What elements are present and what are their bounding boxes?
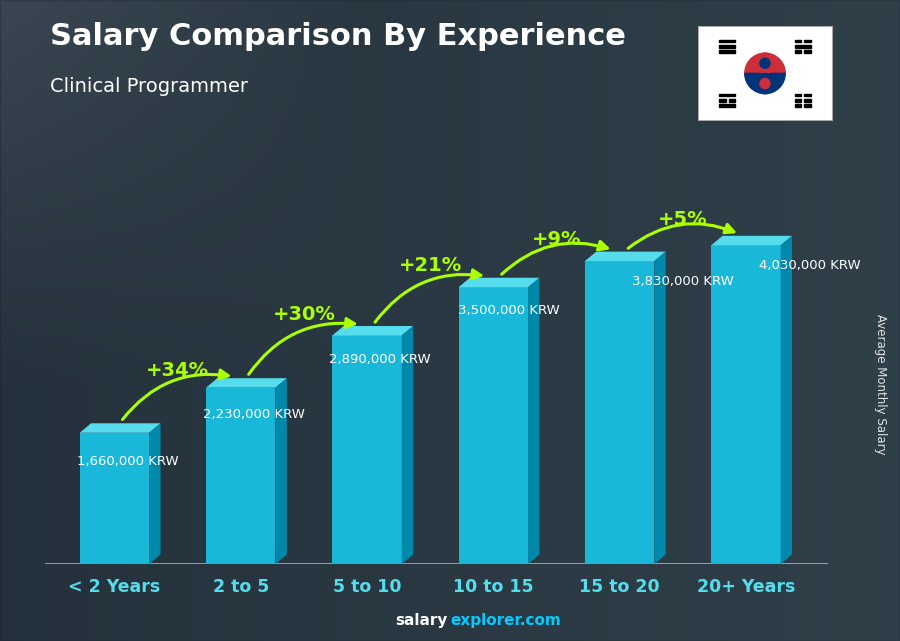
- Bar: [585, 261, 654, 564]
- Circle shape: [755, 53, 775, 73]
- Polygon shape: [459, 278, 539, 287]
- Bar: [795, 40, 801, 42]
- Text: 3,500,000 KRW: 3,500,000 KRW: [458, 304, 560, 317]
- Circle shape: [760, 78, 770, 88]
- Bar: [719, 40, 735, 42]
- Wedge shape: [745, 73, 785, 94]
- Text: +9%: +9%: [532, 230, 581, 249]
- Bar: [719, 45, 735, 48]
- Bar: [711, 246, 780, 564]
- Polygon shape: [711, 236, 792, 246]
- Bar: [795, 104, 801, 107]
- Bar: [795, 99, 801, 102]
- Bar: [805, 50, 811, 53]
- Text: +5%: +5%: [658, 210, 707, 229]
- Bar: [795, 45, 811, 48]
- Circle shape: [755, 73, 775, 94]
- Wedge shape: [745, 53, 785, 73]
- Polygon shape: [80, 423, 160, 433]
- Circle shape: [760, 58, 770, 69]
- Bar: [805, 40, 811, 42]
- Text: +21%: +21%: [399, 256, 462, 274]
- Text: 2,890,000 KRW: 2,890,000 KRW: [329, 353, 431, 367]
- Polygon shape: [654, 252, 666, 564]
- Polygon shape: [401, 326, 413, 564]
- Text: 4,030,000 KRW: 4,030,000 KRW: [759, 258, 860, 272]
- Text: 2,230,000 KRW: 2,230,000 KRW: [202, 408, 305, 421]
- Text: 1,660,000 KRW: 1,660,000 KRW: [76, 454, 178, 468]
- Text: Salary Comparison By Experience: Salary Comparison By Experience: [50, 22, 625, 51]
- Polygon shape: [275, 378, 287, 564]
- Bar: [719, 94, 735, 97]
- Bar: [719, 50, 735, 53]
- Bar: [80, 433, 149, 564]
- Bar: [805, 99, 811, 102]
- Bar: [206, 388, 275, 564]
- Bar: [795, 94, 801, 97]
- Text: Average Monthly Salary: Average Monthly Salary: [874, 314, 886, 455]
- Bar: [719, 104, 735, 107]
- Text: Clinical Programmer: Clinical Programmer: [50, 77, 248, 96]
- Polygon shape: [149, 423, 160, 564]
- Bar: [459, 287, 528, 564]
- Text: salary: salary: [395, 613, 447, 628]
- Polygon shape: [528, 278, 539, 564]
- Text: +30%: +30%: [273, 305, 336, 324]
- Polygon shape: [206, 378, 287, 388]
- Polygon shape: [780, 236, 792, 564]
- Text: explorer.com: explorer.com: [450, 613, 561, 628]
- Polygon shape: [585, 252, 666, 261]
- Text: +34%: +34%: [146, 361, 209, 379]
- Bar: [795, 50, 801, 53]
- Polygon shape: [332, 326, 413, 335]
- Bar: [729, 99, 735, 102]
- Text: 3,830,000 KRW: 3,830,000 KRW: [632, 275, 734, 288]
- Bar: [719, 99, 725, 102]
- Bar: [805, 104, 811, 107]
- Bar: [332, 335, 401, 564]
- Bar: [805, 94, 811, 97]
